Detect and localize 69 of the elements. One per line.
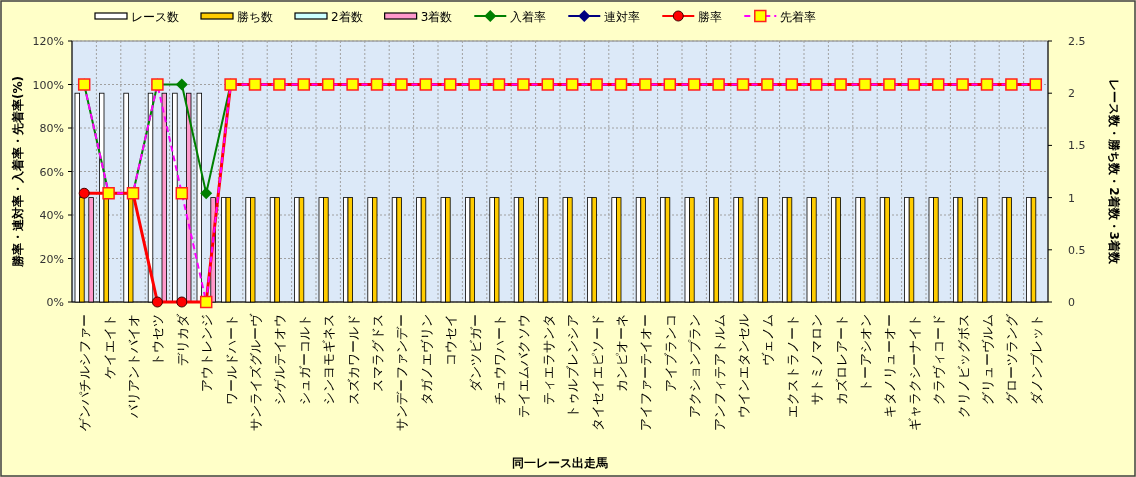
x-tick-label: アクションプラン [687, 314, 703, 418]
y-tick-label: 100% [32, 78, 64, 92]
x-tick-label: ギャラクシーナイト [906, 314, 922, 431]
x-tick-label: シゲルテイオウ [272, 314, 288, 405]
y2-tick-label: 1.5 [1068, 139, 1086, 153]
x-tick-label: チュウワハート [492, 314, 507, 405]
legend-label: 3着数 [420, 10, 453, 24]
x-tick-label: ティエラサンタ [540, 314, 556, 405]
x-tick-label: シンヨモギネス [321, 314, 337, 405]
legend-label: 勝率 [698, 10, 723, 24]
x-tick-label: トウセツ [150, 314, 166, 366]
point [151, 296, 163, 308]
x-tick-label: シュガーコルト [296, 314, 312, 405]
x-tick-label: タイセイエピソード [589, 314, 605, 431]
y2-axis-title: レース数・勝ち数・2着数・3着数 [1107, 79, 1121, 265]
y2-tick-label: 2.5 [1068, 35, 1086, 48]
x-tick-label: クラヴィコード [931, 314, 947, 405]
y2-tick-label: 2 [1068, 87, 1075, 101]
y-axis-title: 勝率・連対率・入着率・先着率(%) [11, 76, 25, 268]
x-tick-label: キタノリューオー [882, 314, 898, 418]
x-tick-label: デリカダ [174, 313, 190, 366]
x-tick-label: ケイエイト [101, 314, 117, 379]
x-tick-label: トゥルブレンシア [565, 314, 581, 418]
x-tick-label: ヴェノム [760, 314, 776, 366]
point [175, 78, 188, 91]
x-tick-label: サンライズグルーヴ [248, 313, 263, 431]
x-tick-label: スズカワールド [345, 314, 361, 405]
x-tick-label: タガノエヴリン [418, 314, 434, 405]
x-tick-label: ワールドハート [223, 314, 239, 405]
x-tick-label: トーアシオン [858, 314, 873, 392]
legend-label: 2着数 [331, 10, 363, 24]
y-tick-label: 120% [32, 35, 64, 48]
x-tick-label: カンピオーネ [614, 314, 629, 392]
x-tick-label: アウトレンジ [199, 314, 215, 392]
x-tick-label: サンデーファンデー [394, 314, 410, 431]
y2-tick-label: 0.5 [1068, 243, 1086, 257]
point [78, 187, 90, 199]
x-tick-label: テイエムバクソウ [516, 314, 532, 418]
y-tick-label: 20% [39, 252, 64, 266]
y-tick-label: 60% [39, 165, 64, 179]
legend-label: 連対率 [604, 10, 641, 24]
x-tick-label: バリアントバイオ [126, 314, 141, 419]
x-tick-label: クリノビッグボス [955, 314, 971, 418]
legend-label: レース数 [131, 10, 179, 24]
legend-label: 勝ち数 [237, 10, 273, 24]
x-tick-label: ダンツビガー [467, 314, 483, 392]
legend-label: 先着率 [780, 10, 817, 24]
y-tick-label: 0% [46, 296, 64, 309]
x-tick-label: グリューヴルム [980, 314, 995, 405]
point [176, 296, 188, 308]
y-tick-label: 80% [39, 122, 64, 135]
x-tick-label: コウセイ [443, 314, 459, 366]
x-tick-label: グローツラング [1004, 313, 1020, 405]
point [200, 187, 213, 200]
x-tick-label: スマラグドス [370, 314, 385, 392]
y2-tick-label: 1 [1068, 191, 1075, 205]
legend-label: 入着率 [510, 10, 547, 24]
x-tick-label: アンフィテアトルム [711, 314, 727, 431]
x-tick-label: ウインエタンセル [736, 314, 751, 418]
x-tick-label: カズロレアート [833, 314, 849, 405]
x-tick-label: サトミノマロン [809, 314, 825, 405]
y-tick-label: 40% [39, 209, 64, 222]
x-tick-label: エクストラノート [784, 314, 800, 418]
x-tick-label: ゲンパチルシファー [77, 314, 93, 431]
y2-tick-label: 0 [1068, 296, 1075, 309]
x-tick-label: ダノンブレット [1028, 314, 1044, 405]
x-tick-label: アイブランコ [662, 314, 678, 392]
x-axis-title: 同一レース出走馬 [512, 456, 608, 470]
x-tick-label: アイファーテイオー [638, 314, 654, 431]
